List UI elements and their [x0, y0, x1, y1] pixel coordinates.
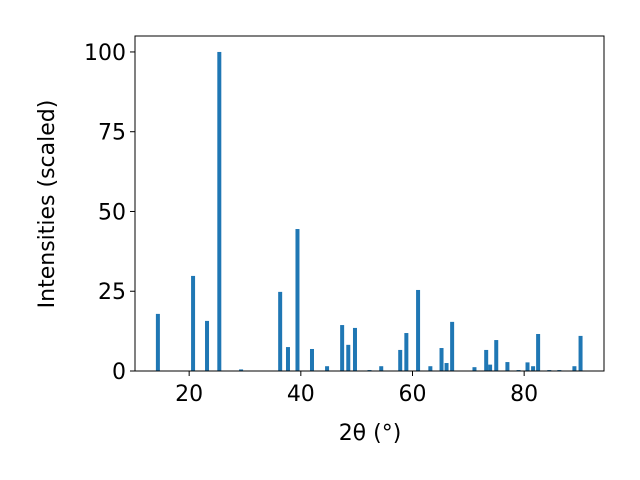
bar	[444, 363, 449, 371]
bar	[450, 321, 455, 371]
bar	[325, 366, 330, 371]
y-tick-label: 75	[98, 121, 126, 146]
bar	[578, 335, 583, 371]
bar	[352, 327, 357, 371]
bar	[205, 320, 210, 371]
bar	[285, 347, 290, 371]
y-tick-label: 100	[84, 41, 126, 66]
bar	[295, 229, 300, 371]
bar	[439, 348, 444, 371]
bar	[191, 275, 196, 371]
bar	[572, 366, 577, 371]
x-tick-label: 40	[287, 382, 315, 407]
bar	[536, 333, 541, 371]
y-tick-label: 0	[112, 360, 126, 385]
bar	[379, 366, 384, 371]
bar	[488, 364, 493, 371]
y-axis-label: Intensities (scaled)	[35, 100, 60, 309]
y-tick-label: 50	[98, 200, 126, 225]
bar	[398, 349, 403, 371]
bar	[472, 367, 477, 371]
y-tick-label: 25	[98, 280, 126, 305]
bar	[346, 344, 351, 371]
bar	[531, 366, 536, 371]
bar	[416, 289, 421, 371]
bar	[217, 51, 222, 371]
bar	[484, 349, 489, 371]
bar	[155, 313, 160, 371]
x-tick-label: 60	[398, 382, 426, 407]
bar	[309, 348, 314, 371]
bar	[428, 366, 433, 371]
bar	[340, 325, 345, 371]
bar	[239, 369, 244, 371]
plot-frame	[134, 35, 605, 372]
bar	[525, 362, 530, 371]
x-axis-label: 2θ (°)	[339, 421, 402, 446]
bar	[278, 291, 283, 371]
x-tick-label: 80	[510, 382, 538, 407]
bar	[505, 362, 510, 371]
x-tick-label: 20	[175, 382, 203, 407]
bar	[404, 333, 409, 371]
bar	[494, 340, 499, 371]
